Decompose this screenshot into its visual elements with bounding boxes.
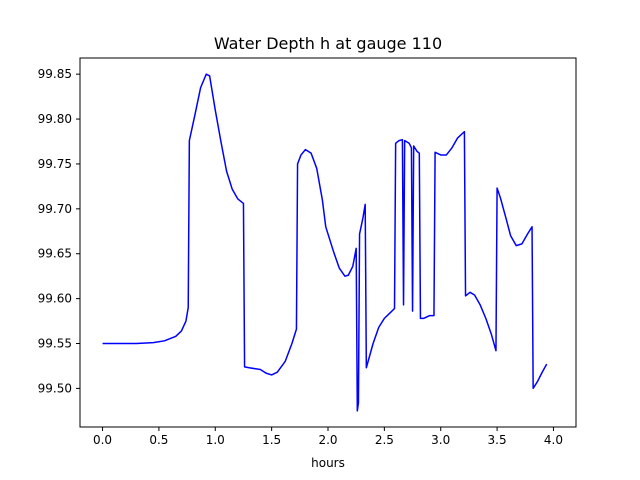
x-axis-ticks: 0.0 0.5 1.0 1.5 2.0 2.5 3.0 3.5 4.0: [93, 427, 563, 447]
y-tick-label: 99.70: [38, 202, 72, 216]
x-axis-label: hours: [311, 456, 345, 470]
y-tick-label: 99.75: [38, 157, 72, 171]
x-tick-label: 2.0: [318, 433, 337, 447]
chart-title: Water Depth h at gauge 110: [214, 34, 442, 53]
plot-frame: [79, 57, 577, 428]
y-tick-label: 99.60: [38, 292, 72, 306]
water-depth-series-line: [102, 73, 548, 412]
x-tick-label: 3.0: [431, 433, 450, 447]
x-tick-label: 1.5: [262, 433, 281, 447]
y-tick-label: 99.50: [38, 381, 72, 395]
x-tick-label: 3.5: [488, 433, 507, 447]
y-tick-label: 99.65: [38, 247, 72, 261]
y-axis-ticks: 99.50 99.55 99.60 99.65 99.70 99.75 99.80 99.85: [38, 67, 80, 395]
x-tick-label: 2.5: [375, 433, 394, 447]
y-tick-label: 99.80: [38, 112, 72, 126]
x-tick-label: 0.5: [149, 433, 168, 447]
x-tick-label: 1.0: [206, 433, 225, 447]
x-tick-label: 0.0: [93, 433, 112, 447]
x-tick-label: 4.0: [544, 433, 563, 447]
y-tick-label: 99.85: [38, 67, 72, 81]
y-tick-label: 99.55: [38, 337, 72, 351]
